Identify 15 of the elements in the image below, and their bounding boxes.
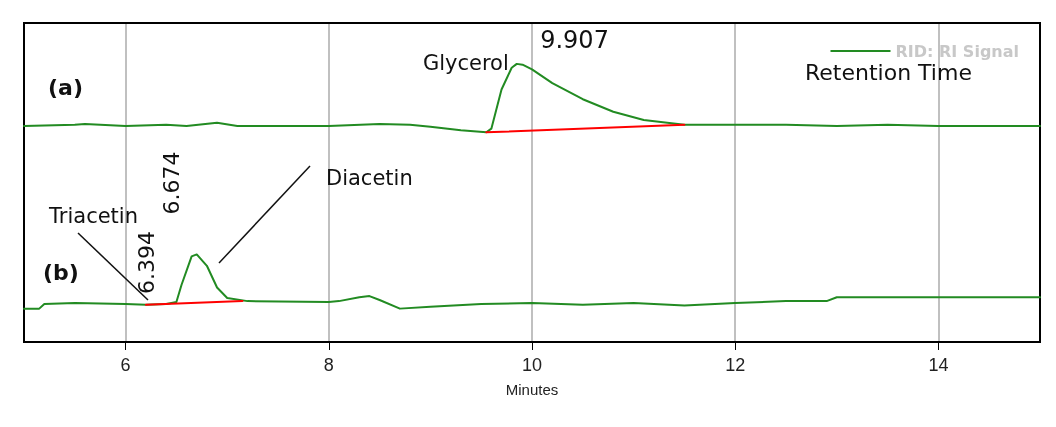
x-axis-title: Minutes [505, 381, 559, 398]
annotation: (a) [48, 74, 83, 100]
x-tick-label: 8 [323, 355, 334, 375]
x-tick-label: 6 [120, 355, 131, 375]
annotation: Retention Time [805, 59, 972, 85]
annotation: Diacetin [326, 165, 413, 190]
x-tick-label: 10 [521, 355, 543, 375]
annotation: (b) [43, 259, 79, 285]
annotation: 6.394 [134, 230, 160, 294]
annotation: Triacetin [48, 203, 138, 228]
annotation: 6.674 [158, 151, 184, 215]
x-tick-label: 14 [928, 355, 949, 375]
x-tick-label: 12 [725, 355, 746, 375]
annotation: Glycerol [422, 51, 509, 76]
annotation: 9.907 [540, 25, 609, 54]
